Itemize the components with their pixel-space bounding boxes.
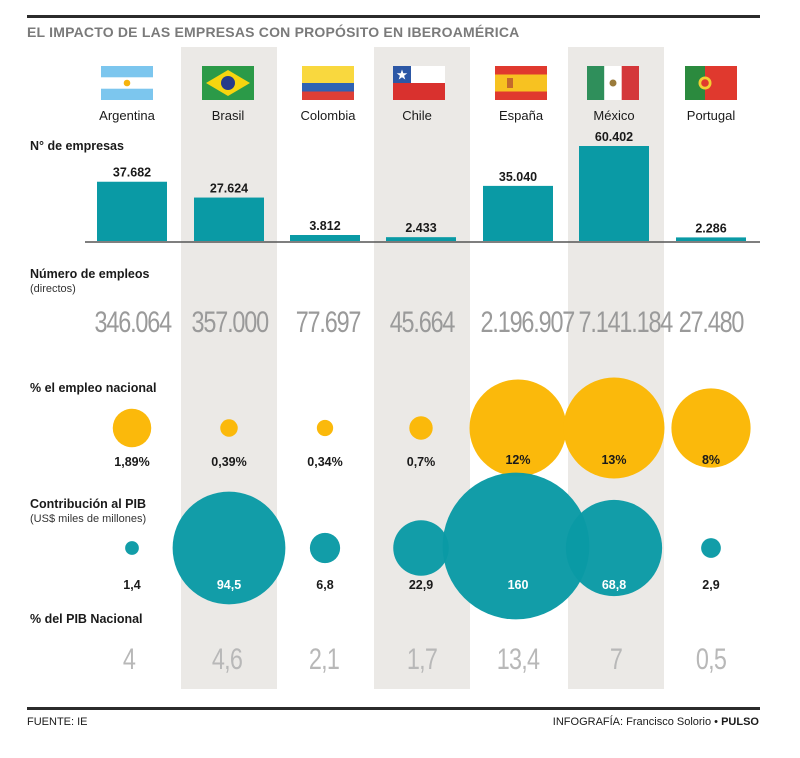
bar-value-label: 2.433 — [405, 221, 436, 235]
bubble-pib-label: 160 — [508, 578, 529, 592]
bar-empresas — [194, 197, 264, 241]
country-name-espana: España — [498, 108, 544, 123]
bubble-pib — [172, 491, 286, 605]
pct-pib-value: 13,4 — [496, 643, 540, 676]
country-name-chile: Chile — [402, 108, 432, 123]
bubble-pct-empleo — [220, 419, 238, 437]
flag-argentina-icon — [101, 66, 153, 100]
row-label-pct-pib: % del PIB Nacional — [30, 612, 143, 626]
bar-empresas — [676, 237, 746, 241]
bubble-pib — [565, 499, 663, 597]
bubble-pct-empleo — [316, 419, 334, 437]
bubble-pib-label: 6,8 — [316, 578, 333, 592]
row-label-pib: Contribución al PIB — [30, 497, 146, 511]
row-label-pct-empleo: % el empleo nacional — [30, 381, 157, 395]
bubble-pib-label: 68,8 — [602, 578, 626, 592]
bar-value-label: 60.402 — [595, 130, 633, 144]
bottom-rule — [27, 707, 760, 710]
bubble-pct-empleo-label: 13% — [601, 453, 626, 467]
bar-value-label: 37.682 — [113, 166, 151, 180]
chart-title: EL IMPACTO DE LAS EMPRESAS CON PROPÓSITO… — [27, 24, 520, 40]
empleos-value: 45.664 — [389, 306, 456, 339]
flag-mexico-icon — [587, 66, 639, 100]
bubble-pib — [393, 520, 449, 576]
bar-empresas — [483, 185, 553, 241]
bar-value-label: 2.286 — [695, 221, 726, 235]
empleos-value: 77.697 — [295, 306, 362, 339]
bubble-pib — [309, 532, 341, 564]
row-label-empleos: Número de empleos — [30, 267, 150, 281]
pct-pib-value: 1,7 — [406, 643, 438, 676]
credit-brand: PULSO — [721, 716, 759, 728]
pct-pib-value: 2,1 — [308, 643, 340, 676]
bubble-pib-label: 2,9 — [702, 578, 719, 592]
bubble-pct-empleo-label: 1,89% — [114, 455, 149, 469]
bubble-pib — [701, 538, 721, 558]
bubble-pib — [125, 541, 139, 555]
country-name-colombia: Colombia — [300, 108, 356, 123]
row-sublabel-empleos: (directos) — [30, 283, 76, 295]
bubble-pib-label: 1,4 — [123, 578, 140, 592]
country-name-brasil: Brasil — [211, 108, 245, 123]
flag-colombia-icon — [302, 66, 354, 100]
row-label-empresas: N° de empresas — [30, 139, 124, 153]
bubble-pct-empleo — [409, 416, 433, 440]
pct-pib-value: 0,5 — [695, 643, 727, 676]
bubble-pct-empleo-label: 0,39% — [211, 455, 246, 469]
bubble-pct-empleo-label: 12% — [505, 453, 530, 467]
flag-chile-icon — [393, 66, 445, 100]
pct-pib-value: 4 — [122, 643, 136, 676]
source-note: FUENTE: IE — [27, 716, 88, 728]
bubble-pct-empleo-label: 0,34% — [307, 455, 342, 469]
bar-value-label: 27.624 — [210, 182, 248, 196]
empleos-value: 346.064 — [94, 306, 173, 339]
row-sublabel-pib: (US$ miles de millones) — [30, 513, 147, 525]
bubble-pib-label: 94,5 — [217, 578, 241, 592]
bubble-pct-empleo-label: 0,7% — [407, 455, 436, 469]
country-name-mexico: México — [593, 108, 635, 123]
flag-portugal-icon — [685, 66, 737, 100]
bubble-pct-empleo — [671, 388, 751, 468]
bubble-pct-empleo-label: 8% — [702, 453, 720, 467]
country-name-portugal: Portugal — [686, 108, 736, 123]
flag-brazil-icon — [202, 66, 254, 100]
bar-empresas — [386, 237, 456, 241]
bar-empresas — [290, 235, 360, 241]
bubble-pib-label: 22,9 — [409, 578, 433, 592]
bar-value-label: 3.812 — [309, 219, 340, 233]
top-rule — [27, 15, 760, 18]
bar-empresas — [579, 146, 649, 241]
pct-pib-value: 7 — [609, 643, 623, 676]
empleos-value: 27.480 — [678, 306, 745, 339]
credit-label: INFOGRAFÍA: Francisco Solorio • — [552, 716, 719, 728]
bar-empresas — [97, 181, 167, 241]
bubble-pib — [442, 472, 590, 620]
bar-value-label: 35.040 — [499, 170, 537, 184]
credit-note: INFOGRAFÍA: Francisco Solorio • PULSO — [553, 716, 759, 728]
bubble-pct-empleo — [563, 377, 665, 479]
bubble-pct-empleo — [469, 379, 567, 477]
country-name-argentina: Argentina — [99, 108, 155, 123]
empleos-value: 357.000 — [191, 306, 270, 339]
flag-spain-icon — [495, 66, 547, 100]
pct-pib-value: 4,6 — [211, 643, 243, 676]
bubble-pct-empleo — [112, 408, 152, 448]
